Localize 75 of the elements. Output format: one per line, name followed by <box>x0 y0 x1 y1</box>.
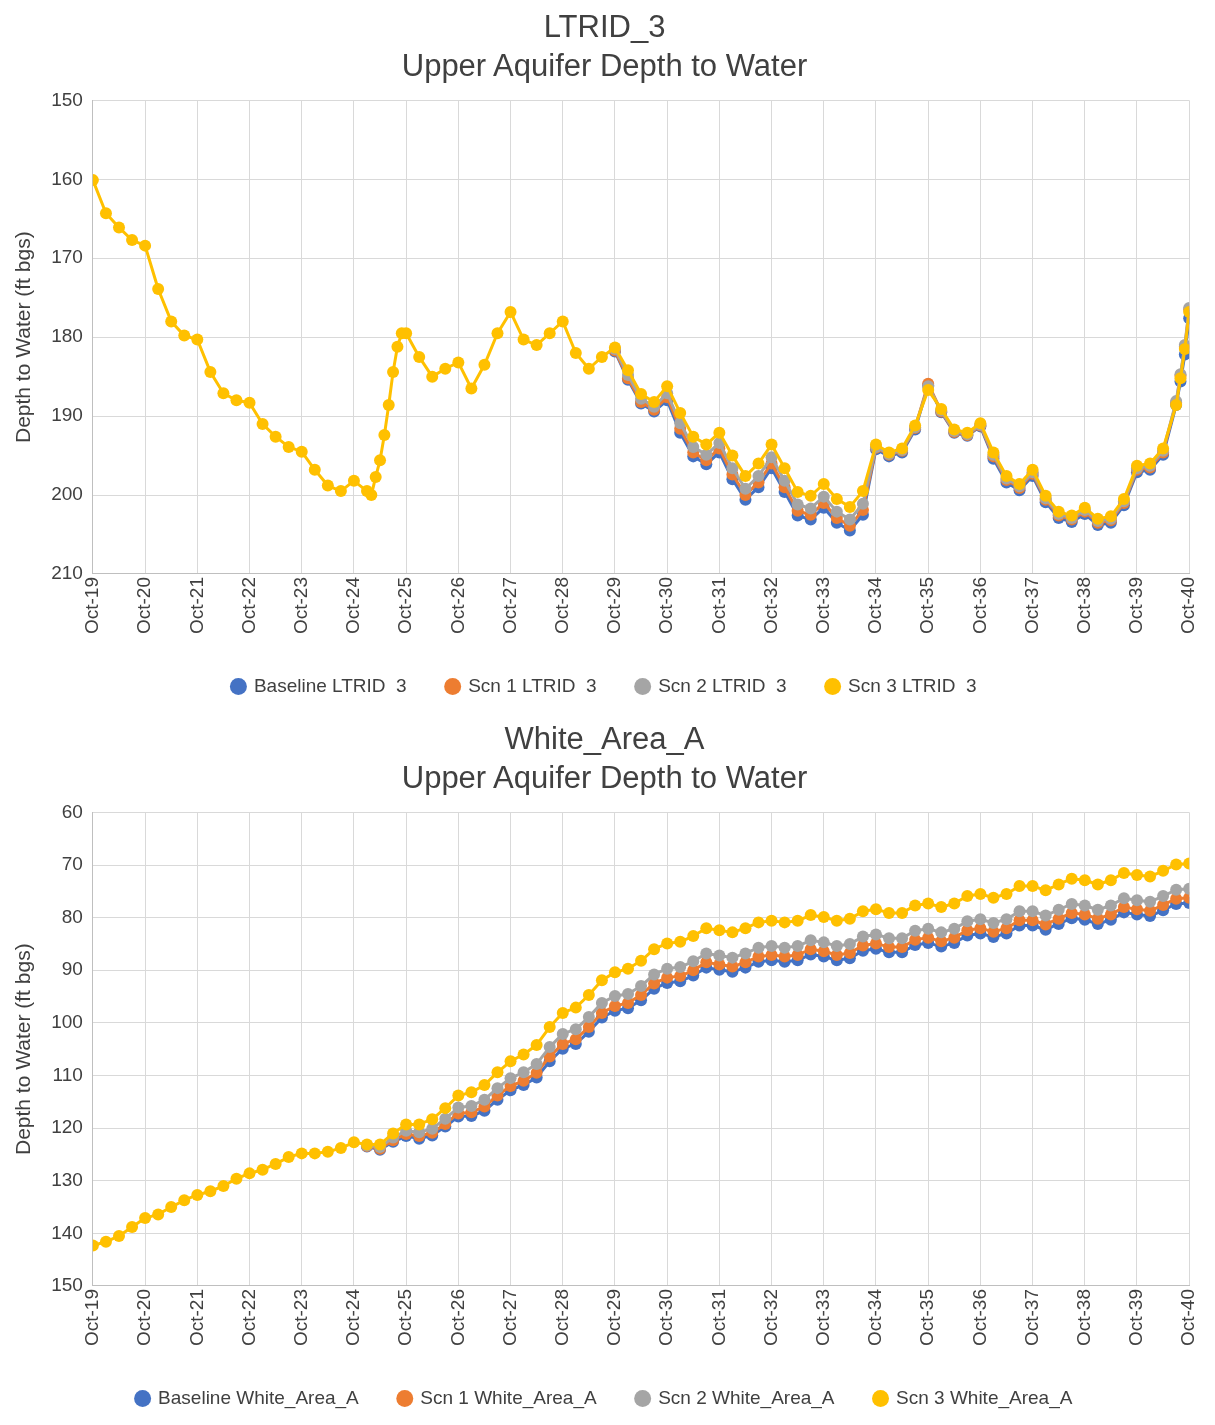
x-tick-label: Oct-21 <box>185 576 207 635</box>
x-tick-label: Oct-31 <box>707 1288 729 1347</box>
x-tick-label: Oct-36 <box>968 576 990 635</box>
x-tick-label: Oct-30 <box>655 1288 677 1347</box>
legend-label: Scn 1 LTRID 3 <box>468 674 597 696</box>
y-tick-label: 80 <box>61 905 83 927</box>
x-tick-label: Oct-38 <box>1073 576 1095 635</box>
y-tick-label: 70 <box>61 853 83 875</box>
x-tick-label: Oct-26 <box>446 576 468 635</box>
x-tick-label: Oct-22 <box>237 1288 259 1347</box>
x-tick-label: Oct-34 <box>864 576 886 635</box>
x-tick-label: Oct-40 <box>1177 576 1199 635</box>
x-tick-label: Oct-32 <box>759 576 781 635</box>
legend-label: Scn 1 White_Area_A <box>420 1386 597 1409</box>
y-axis-title: Depth to Water (ft bgs) <box>11 231 35 444</box>
x-tick-label: Oct-39 <box>1125 1288 1147 1347</box>
y-tick-label: 200 <box>51 483 83 505</box>
x-tick-label: Oct-23 <box>289 1288 311 1347</box>
y-tick-label: 140 <box>51 1221 83 1243</box>
legend-label: Scn 2 LTRID 3 <box>658 674 787 696</box>
y-tick-label: 90 <box>61 958 83 980</box>
y-axis-title: Depth to Water (ft bgs) <box>11 943 35 1156</box>
x-tick-label: Oct-30 <box>655 576 677 635</box>
x-tick-label: Oct-38 <box>1073 1288 1095 1347</box>
x-tick-label: Oct-22 <box>237 576 259 635</box>
x-tick-label: Oct-34 <box>864 1288 886 1347</box>
x-tick-label: Oct-40 <box>1177 1288 1199 1347</box>
legend-label: Baseline LTRID 3 <box>253 674 407 696</box>
chart-subtitle: Upper Aquifer Depth to Water <box>401 48 808 84</box>
x-tick-label: Oct-28 <box>550 1288 572 1347</box>
y-tick-label: 210 <box>51 562 83 584</box>
x-tick-label: Oct-20 <box>133 576 155 635</box>
y-tick-label: 130 <box>51 1168 83 1190</box>
y-tick-label: 60 <box>61 800 83 822</box>
y-tick-label: 150 <box>51 88 83 110</box>
y-tick-label: 120 <box>51 1116 83 1138</box>
x-tick-label: Oct-36 <box>968 1288 990 1347</box>
y-tick-label: 100 <box>51 1011 83 1033</box>
chart-title: LTRID_3 <box>543 9 666 45</box>
x-tick-label: Oct-39 <box>1125 576 1147 635</box>
x-tick-label: Oct-24 <box>342 576 364 635</box>
x-tick-label: Oct-33 <box>812 1288 833 1347</box>
legend-label: Scn 3 White_Area_A <box>896 1386 1073 1409</box>
x-tick-label: Oct-26 <box>446 1288 468 1347</box>
x-tick-label: Oct-19 <box>81 1288 103 1347</box>
x-tick-label: Oct-33 <box>812 576 833 635</box>
y-tick-label: 190 <box>51 404 83 426</box>
y-tick-label: 180 <box>51 325 83 347</box>
x-tick-label: Oct-20 <box>133 1288 155 1347</box>
x-tick-label: Oct-27 <box>498 576 520 635</box>
chart-subtitle: Upper Aquifer Depth to Water <box>401 760 808 796</box>
x-tick-label: Oct-37 <box>1020 576 1042 635</box>
x-tick-label: Oct-23 <box>289 576 311 635</box>
x-tick-label: Oct-19 <box>81 576 103 635</box>
x-tick-label: Oct-35 <box>916 1288 938 1347</box>
x-tick-label: Oct-37 <box>1020 1288 1042 1347</box>
x-tick-label: Oct-29 <box>603 1288 625 1347</box>
x-tick-label: Oct-27 <box>498 1288 520 1347</box>
x-tick-label: Oct-29 <box>603 576 625 635</box>
y-tick-label: 150 <box>51 1274 83 1296</box>
x-tick-label: Oct-25 <box>394 576 416 635</box>
x-tick-label: Oct-24 <box>342 1288 364 1347</box>
x-tick-label: Oct-21 <box>185 1288 207 1347</box>
legend-label: Scn 2 White_Area_A <box>658 1386 835 1409</box>
x-tick-label: Oct-31 <box>707 576 729 635</box>
legend-label: Scn 3 LTRID 3 <box>848 674 977 696</box>
y-tick-label: 160 <box>51 167 83 189</box>
x-tick-label: Oct-32 <box>759 1288 781 1347</box>
x-tick-label: Oct-28 <box>550 576 572 635</box>
chart-title: White_Area_A <box>504 721 705 757</box>
y-tick-label: 170 <box>51 246 83 268</box>
x-tick-label: Oct-35 <box>916 576 938 635</box>
legend-label: Baseline White_Area_A <box>158 1386 360 1409</box>
x-tick-label: Oct-25 <box>394 1288 416 1347</box>
y-tick-label: 110 <box>52 1063 83 1085</box>
